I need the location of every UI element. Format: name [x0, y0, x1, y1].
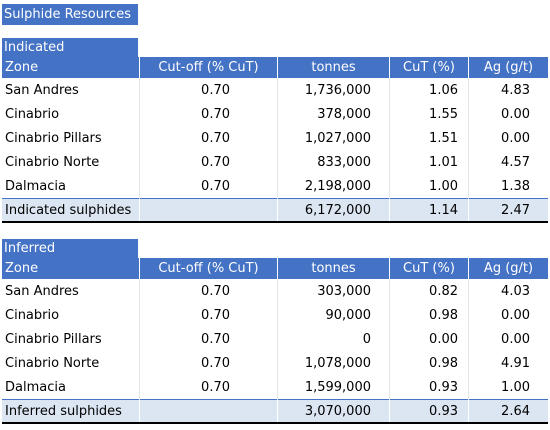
total-tonnes: 3,070,000 [277, 399, 390, 424]
cutoff-cell: 0.70 [139, 126, 278, 150]
total-tonnes: 6,172,000 [277, 198, 390, 223]
tonnes-cell: 1,078,000 [277, 351, 390, 375]
ag-cell: 0.00 [501, 106, 530, 122]
table-header-row: Zone Cut-off (% CuT) tonnes CuT (%) Ag (… [2, 258, 548, 279]
zone-cell: Cinabrio [2, 102, 140, 126]
zone-cell: Dalmacia [2, 174, 140, 199]
table-row: Dalmacia 0.70 2,198,000 1.00 1.38 [2, 174, 548, 199]
inferred-label: Inferred [2, 239, 138, 258]
inferred-table: Zone Cut-off (% CuT) tonnes CuT (%) Ag (… [2, 258, 548, 424]
ag-cell: 4.83 [501, 82, 530, 98]
cut-cell: 0.93 [389, 375, 469, 400]
total-ag: 2.64 [468, 399, 548, 424]
cut-cell: 1.06 [389, 78, 469, 102]
tonnes-cell: 833,000 [277, 150, 390, 174]
header-cut: CuT (%) [389, 258, 469, 279]
cut-cell: 0.98 [389, 303, 469, 327]
zone-cell: Dalmacia [2, 375, 140, 400]
table-header-row: Zone Cut-off (% CuT) tonnes CuT (%) Ag (… [2, 57, 548, 78]
cutoff-cell: 0.70 [139, 327, 278, 351]
table-row: Cinabrio Pillars 0.70 1,027,000 1.51 0.0… [2, 126, 548, 150]
table-row: San Andres 0.70 1,736,000 1.06 4.83 [2, 78, 548, 102]
ag-cell: 4.03 [501, 283, 530, 299]
total-row: Inferred sulphides 3,070,000 0.93 2.64 [2, 399, 548, 424]
table-row: San Andres 0.70 303,000 0.82 4.03 [2, 279, 548, 303]
cutoff-cell: 0.70 [139, 78, 278, 102]
zone-cell: San Andres [2, 279, 140, 303]
cut-cell: 1.00 [389, 174, 469, 199]
tonnes-cell: 90,000 [277, 303, 390, 327]
header-zone: Zone [2, 258, 140, 279]
table-row: Cinabrio 0.70 90,000 0.98 0.00 [2, 303, 548, 327]
zone-cell: San Andres [2, 78, 140, 102]
total-cut: 0.93 [389, 399, 469, 424]
ag-cell: 0.00 [501, 331, 530, 347]
cut-cell: 0.98 [389, 351, 469, 375]
header-ag: Ag (g/t) [468, 57, 548, 78]
cutoff-cell: 0.70 [139, 174, 278, 199]
header-cutoff: Cut-off (% CuT) [139, 57, 278, 78]
tonnes-cell: 1,027,000 [277, 126, 390, 150]
zone-cell: Cinabrio Pillars [2, 327, 140, 351]
ag-cell: 0.00 [501, 130, 530, 146]
table-row: Cinabrio Norte 0.70 1,078,000 0.98 4.91 [2, 351, 548, 375]
header-cut: CuT (%) [389, 57, 469, 78]
ag-cell: 1.38 [501, 178, 530, 194]
header-ag: Ag (g/t) [468, 258, 548, 279]
table-row: Cinabrio Pillars 0.70 0 0.00 0.00 [2, 327, 548, 351]
indicated-section: Indicated Zone Cut-off (% CuT) tonnes Cu… [2, 38, 548, 223]
ag-cell: 4.57 [501, 154, 530, 170]
total-cutoff [139, 198, 278, 223]
header-zone: Zone [2, 57, 140, 78]
tonnes-cell: 0 [277, 327, 390, 351]
tonnes-cell: 303,000 [277, 279, 390, 303]
table-row: Cinabrio 0.70 378,000 1.55 0.00 [2, 102, 548, 126]
cutoff-cell: 0.70 [139, 375, 278, 400]
zone-cell: Cinabrio Norte [2, 351, 140, 375]
zone-cell: Cinabrio Pillars [2, 126, 140, 150]
total-cutoff [139, 399, 278, 424]
table-row: Cinabrio Norte 0.70 833,000 1.01 4.57 [2, 150, 548, 174]
indicated-table: Zone Cut-off (% CuT) tonnes CuT (%) Ag (… [2, 57, 548, 223]
total-label: Indicated sulphides [2, 198, 140, 223]
header-tonnes: tonnes [277, 57, 390, 78]
tonnes-cell: 1,599,000 [277, 375, 390, 400]
cutoff-cell: 0.70 [139, 150, 278, 174]
total-ag: 2.47 [468, 198, 548, 223]
cut-cell: 1.55 [389, 102, 469, 126]
cutoff-cell: 0.70 [139, 351, 278, 375]
total-row: Indicated sulphides 6,172,000 1.14 2.47 [2, 198, 548, 223]
cut-cell: 0.82 [389, 279, 469, 303]
total-label: Inferred sulphides [2, 399, 140, 424]
total-cut: 1.14 [389, 198, 469, 223]
cut-cell: 1.51 [389, 126, 469, 150]
ag-cell: 0.00 [501, 307, 530, 323]
cut-cell: 0.00 [389, 327, 469, 351]
tonnes-cell: 1,736,000 [277, 78, 390, 102]
cutoff-cell: 0.70 [139, 102, 278, 126]
cutoff-cell: 0.70 [139, 303, 278, 327]
tonnes-cell: 2,198,000 [277, 174, 390, 199]
ag-cell: 1.00 [501, 379, 530, 395]
zone-cell: Cinabrio [2, 303, 140, 327]
page-title: Sulphide Resources [2, 4, 138, 25]
inferred-section: Inferred Zone Cut-off (% CuT) tonnes CuT… [2, 239, 548, 424]
indicated-label: Indicated [2, 38, 138, 57]
header-tonnes: tonnes [277, 258, 390, 279]
ag-cell: 4.91 [501, 355, 530, 371]
zone-cell: Cinabrio Norte [2, 150, 140, 174]
header-cutoff: Cut-off (% CuT) [139, 258, 278, 279]
cut-cell: 1.01 [389, 150, 469, 174]
tonnes-cell: 378,000 [277, 102, 390, 126]
table-row: Dalmacia 0.70 1,599,000 0.93 1.00 [2, 375, 548, 400]
cutoff-cell: 0.70 [139, 279, 278, 303]
